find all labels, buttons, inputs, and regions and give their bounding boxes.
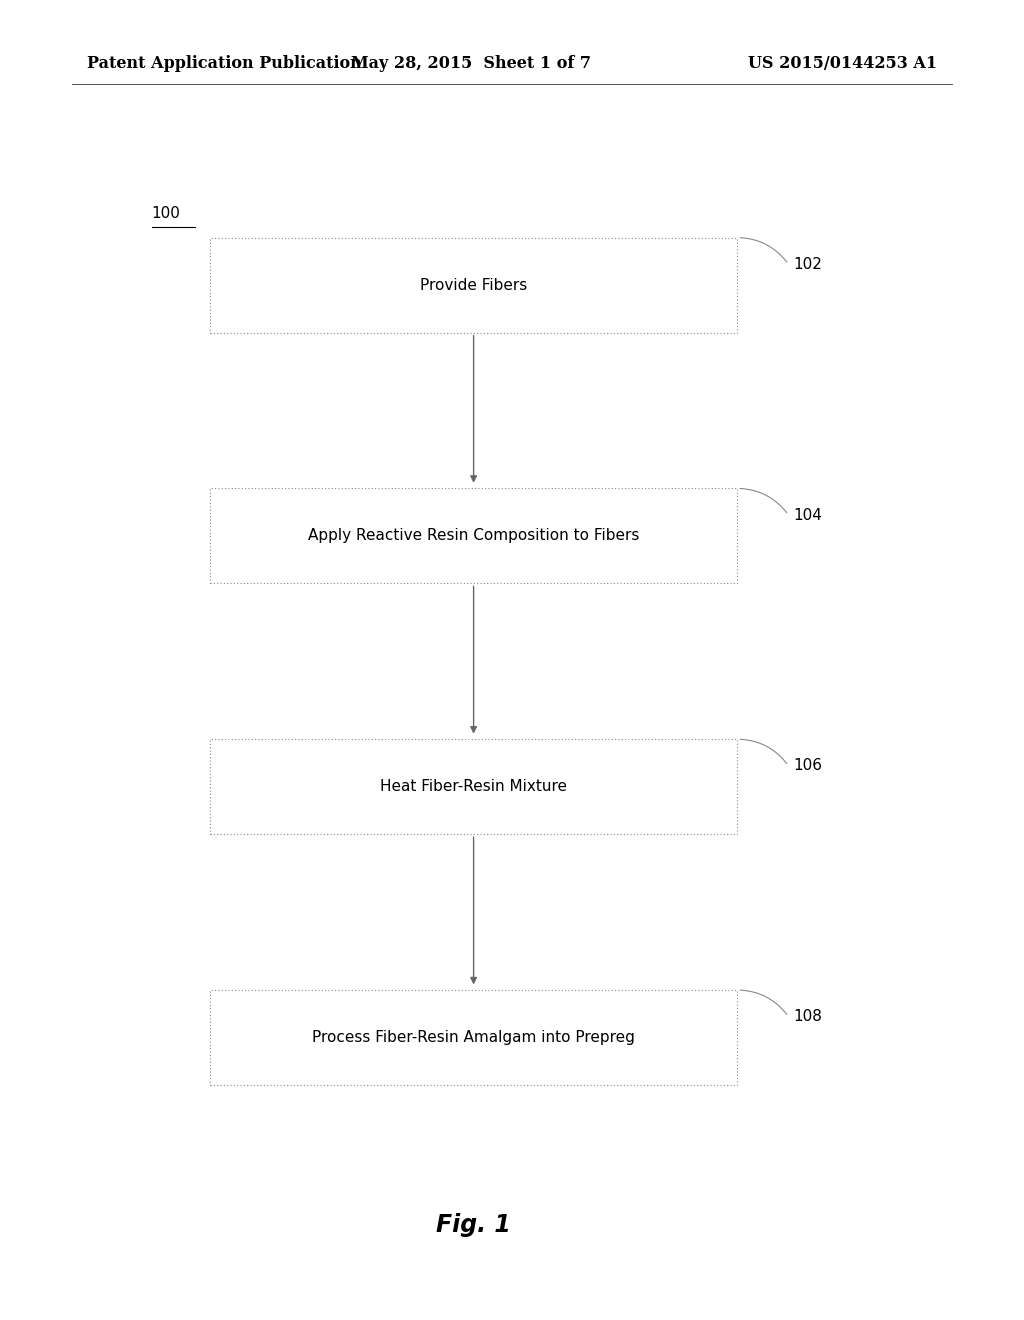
Text: 104: 104 (794, 507, 822, 523)
Text: 108: 108 (794, 1008, 822, 1024)
Text: Provide Fibers: Provide Fibers (420, 277, 527, 293)
Bar (210, 488, 737, 583)
Text: May 28, 2015  Sheet 1 of 7: May 28, 2015 Sheet 1 of 7 (351, 55, 591, 71)
Text: US 2015/0144253 A1: US 2015/0144253 A1 (748, 55, 937, 71)
Bar (210, 990, 737, 1085)
Text: Process Fiber-Resin Amalgam into Prepreg: Process Fiber-Resin Amalgam into Prepreg (312, 1030, 635, 1045)
Bar (210, 739, 737, 834)
Text: Heat Fiber-Resin Mixture: Heat Fiber-Resin Mixture (380, 779, 567, 795)
Bar (210, 238, 737, 333)
Text: 100: 100 (152, 206, 180, 222)
Text: Patent Application Publication: Patent Application Publication (87, 55, 361, 71)
Text: 102: 102 (794, 256, 822, 272)
Text: Apply Reactive Resin Composition to Fibers: Apply Reactive Resin Composition to Fibe… (308, 528, 639, 544)
Text: 106: 106 (794, 758, 822, 774)
Text: Fig. 1: Fig. 1 (435, 1213, 511, 1237)
